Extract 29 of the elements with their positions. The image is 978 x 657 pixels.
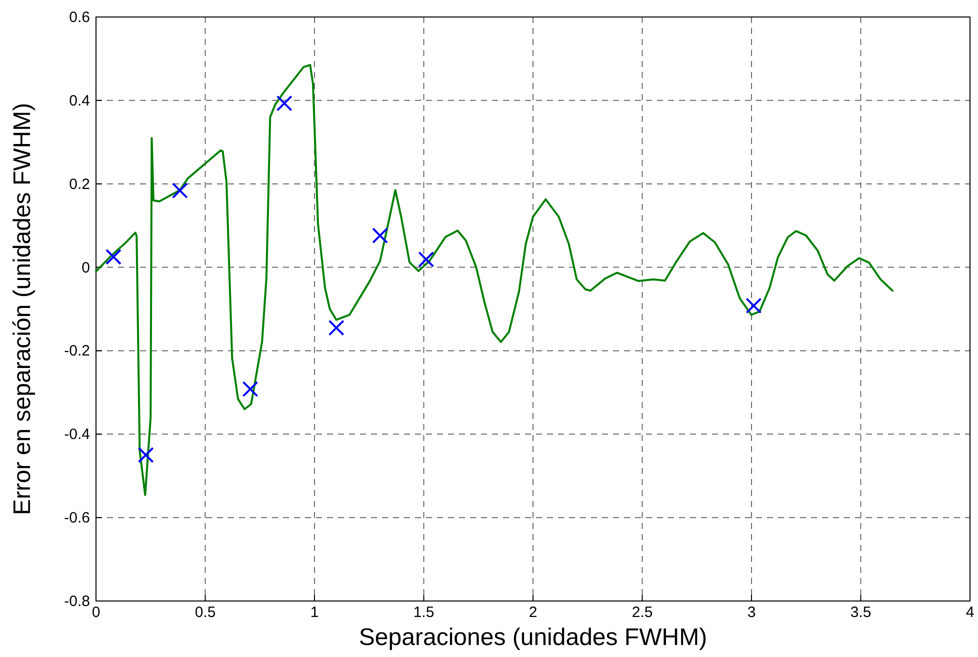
x-tick-label: 2 <box>528 604 538 621</box>
point <box>372 228 388 244</box>
x-tick-label: 0 <box>92 604 100 621</box>
y-tick-label: -0.4 <box>64 426 90 444</box>
y-tick-label: 0.2 <box>69 176 90 193</box>
point <box>242 381 258 398</box>
point <box>418 251 434 268</box>
y-tick-label: 0.6 <box>69 9 90 26</box>
y-tick-label: -0.6 <box>64 510 90 527</box>
point <box>746 298 762 314</box>
x-tick-label: 1.5 <box>413 604 434 621</box>
x-tick-label: 3.5 <box>850 604 872 621</box>
x-tick-label: 1 <box>310 604 319 621</box>
x-tick-label: 2.5 <box>632 604 653 621</box>
line-series <box>95 64 894 496</box>
y-tick-label: -0.8 <box>64 593 90 610</box>
point <box>105 248 122 265</box>
x-tick-label: 0.5 <box>194 604 216 621</box>
y-axis-title: Error en separación (unidades FWHM) <box>9 102 36 516</box>
point <box>276 95 292 112</box>
x-tick-label: 3 <box>747 604 756 621</box>
y-tick-label: 0.4 <box>69 92 90 110</box>
y-tick-label: -0.2 <box>64 342 90 360</box>
point <box>172 182 188 199</box>
point <box>328 320 344 336</box>
x-tick-label: 4 <box>966 604 974 621</box>
point <box>138 447 154 463</box>
y-tick-label: 0 <box>82 259 90 276</box>
x-axis-title: Separaciones (unidades FWHM) <box>358 624 708 651</box>
